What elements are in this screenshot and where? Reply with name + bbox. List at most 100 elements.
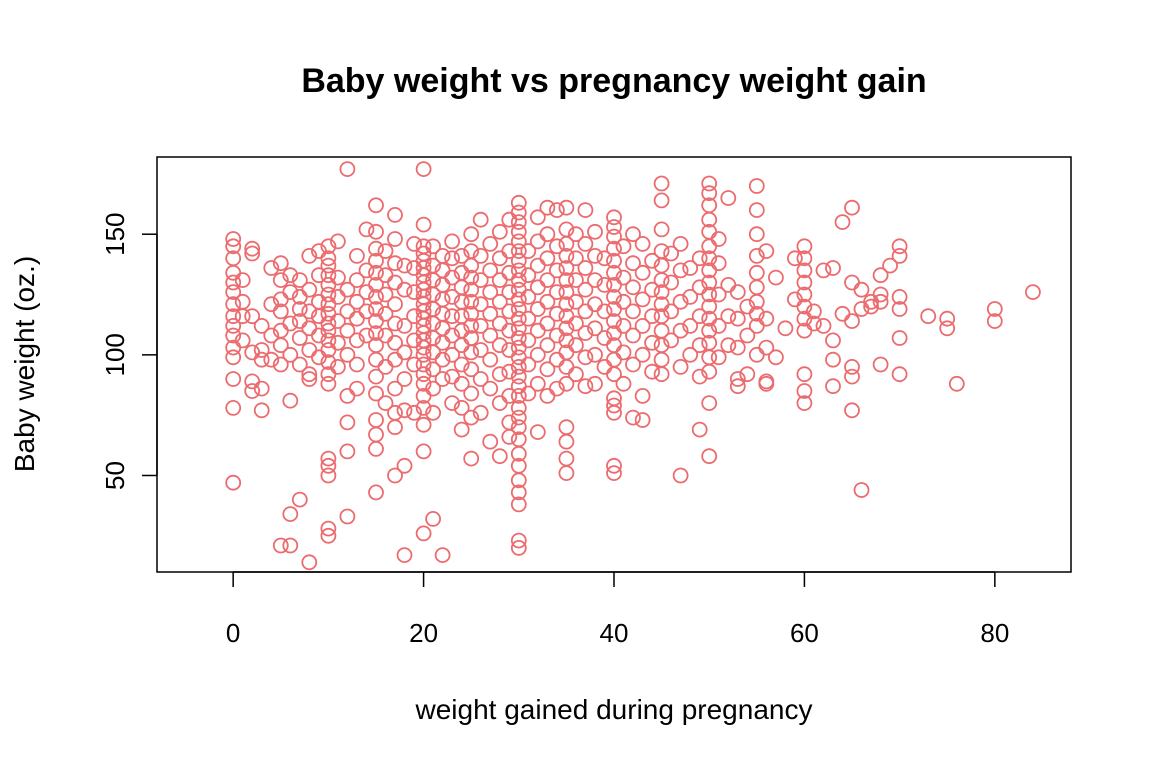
data-point xyxy=(282,392,299,409)
data-point xyxy=(796,366,813,383)
data-point xyxy=(653,284,670,301)
data-point xyxy=(225,284,242,301)
data-point xyxy=(577,260,594,276)
data-point xyxy=(463,385,480,402)
data-point xyxy=(834,214,851,231)
data-point xyxy=(282,346,299,363)
data-point xyxy=(501,322,518,339)
data-point xyxy=(225,308,242,325)
data-point xyxy=(510,532,527,549)
data-point xyxy=(463,344,480,361)
data-point xyxy=(549,380,565,397)
data-point xyxy=(377,305,394,322)
data-point xyxy=(396,402,413,419)
data-point xyxy=(625,226,641,243)
data-point xyxy=(844,199,860,216)
data-point xyxy=(225,317,242,334)
data-point xyxy=(406,356,423,373)
data-point xyxy=(672,293,689,310)
data-point xyxy=(510,320,527,337)
data-point xyxy=(320,332,337,349)
data-point xyxy=(253,380,270,397)
data-point xyxy=(463,305,480,322)
data-point xyxy=(425,257,442,274)
data-point xyxy=(339,281,356,298)
data-point xyxy=(291,301,308,317)
data-point xyxy=(320,267,337,284)
data-point xyxy=(634,264,651,281)
data-point xyxy=(282,506,299,522)
data-point xyxy=(796,274,813,291)
data-point xyxy=(606,209,622,226)
data-point xyxy=(244,383,261,399)
data-point xyxy=(558,260,575,276)
data-point xyxy=(291,272,308,289)
data-point xyxy=(472,342,489,358)
x-tick-label: 60 xyxy=(790,618,819,648)
data-point xyxy=(282,315,299,332)
data-point xyxy=(939,320,956,337)
data-point xyxy=(815,262,832,279)
data-point xyxy=(453,337,470,354)
data-point xyxy=(520,243,537,260)
data-point xyxy=(606,288,622,305)
data-point xyxy=(368,484,384,501)
data-point xyxy=(615,269,632,286)
y-axis: 50 100 150 xyxy=(100,213,158,490)
data-point xyxy=(653,366,670,383)
data-point xyxy=(520,310,537,327)
data-point xyxy=(463,243,480,260)
data-point xyxy=(625,255,641,272)
data-point xyxy=(539,226,556,243)
data-point xyxy=(225,274,242,291)
data-point xyxy=(501,414,518,431)
data-point xyxy=(653,192,670,209)
data-point xyxy=(444,395,461,412)
data-points xyxy=(225,161,1041,571)
data-point xyxy=(463,269,480,286)
data-point xyxy=(701,197,718,214)
data-point xyxy=(387,274,403,291)
data-point xyxy=(282,537,299,554)
data-point xyxy=(463,293,480,310)
data-point xyxy=(568,272,584,289)
data-point xyxy=(501,363,518,380)
data-point xyxy=(415,416,432,433)
data-point xyxy=(558,419,575,436)
data-point xyxy=(491,223,508,240)
data-point xyxy=(701,395,718,412)
data-point xyxy=(368,223,384,240)
data-point xyxy=(329,288,346,305)
data-point xyxy=(510,419,527,436)
data-point xyxy=(748,346,765,363)
data-point xyxy=(606,228,622,245)
data-point xyxy=(558,375,575,392)
data-point xyxy=(701,334,718,351)
data-point xyxy=(529,424,546,441)
data-point xyxy=(368,264,384,281)
data-point xyxy=(872,293,889,310)
data-point xyxy=(891,247,908,264)
data-point xyxy=(501,243,518,260)
data-point xyxy=(387,404,403,421)
chart-title: Baby weight vs pregnancy weight gain xyxy=(301,62,926,100)
data-point xyxy=(510,204,527,221)
data-point xyxy=(529,322,546,339)
data-point xyxy=(510,496,527,513)
data-point xyxy=(825,260,841,276)
data-point xyxy=(615,317,632,334)
data-point xyxy=(739,366,756,383)
data-point xyxy=(739,327,756,344)
data-point xyxy=(225,264,242,281)
data-point xyxy=(539,250,556,267)
data-point xyxy=(368,426,384,443)
data-point xyxy=(472,211,489,228)
data-point xyxy=(653,351,670,368)
data-point xyxy=(510,243,527,260)
data-point xyxy=(510,301,527,317)
data-point xyxy=(768,269,784,286)
data-point xyxy=(920,308,937,325)
data-point xyxy=(577,349,594,366)
data-point xyxy=(748,264,765,281)
data-point xyxy=(225,399,242,416)
